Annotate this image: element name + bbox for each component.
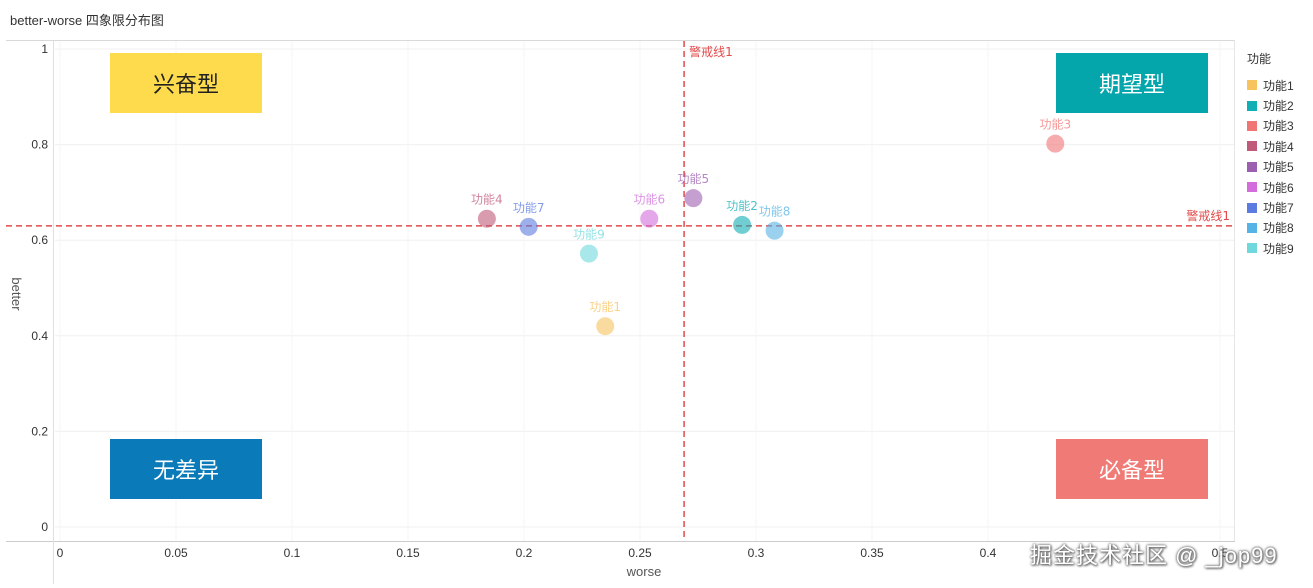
quadrant-label: 无差异 [153,459,219,484]
legend-item[interactable]: 功能3 [1247,116,1294,136]
x-tick-label: 0.5 [1212,546,1229,560]
data-label: 功能3 [1039,118,1071,132]
data-point [579,244,598,263]
x-axis-title: worse [626,564,662,579]
quadrant-box [110,53,262,113]
data-label: 功能1 [589,300,621,314]
legend-item[interactable]: 功能5 [1247,157,1294,177]
data-point [684,189,703,208]
legend-item[interactable]: 功能1 [1247,75,1294,95]
data-label: 功能4 [471,193,503,207]
legend-title: 功能 [1247,52,1272,66]
legend-swatch [1247,100,1257,111]
y-tick-label: 0.8 [31,138,48,152]
data-point [596,317,615,336]
legend-label: 功能9 [1263,241,1294,256]
legend-swatch [1247,243,1257,254]
legend-label: 功能4 [1263,139,1294,154]
watermark: 掘金技术社区 @ _jop99 [1030,543,1278,568]
legend-swatch [1247,161,1257,172]
data-label: 功能5 [678,172,710,186]
data-label: 功能6 [633,193,665,207]
quadrant-box [1056,439,1208,499]
data-label: 功能7 [513,201,545,215]
legend-item[interactable]: 功能9 [1247,238,1294,258]
data-point [640,209,659,228]
data-label: 功能8 [759,205,791,219]
y-tick-label: 0.4 [31,329,48,343]
legend-label: 功能7 [1263,201,1294,216]
y-tick-label: 0.2 [31,424,48,438]
legend: 功能 功能1 功能2 功能3 功能4 功能5 功能6 功能7 功能8 功能9 [1247,50,1294,259]
legend-swatch [1247,141,1257,152]
data-label: 功能2 [726,199,758,213]
data-point [733,215,752,234]
legend-label: 功能3 [1263,119,1294,134]
legend-item[interactable]: 功能7 [1247,197,1294,217]
legend-swatch [1247,80,1257,91]
reference-label-horizontal: 警戒线1 [1186,208,1230,223]
legend-swatch [1247,202,1257,213]
data-label: 功能9 [573,228,605,242]
x-tick-label: 0 [57,546,64,560]
x-tick-label: 0.1 [284,546,301,560]
x-tick-label: 0.3 [748,546,765,560]
y-axis-title: better [9,277,24,311]
legend-label: 功能5 [1263,160,1294,175]
legend-swatch [1247,120,1257,131]
quadrant-box [1056,53,1208,113]
legend-item[interactable]: 功能2 [1247,95,1294,115]
x-tick-label: 0.4 [980,546,997,560]
legend-label: 功能2 [1263,99,1294,114]
x-tick-label: 0.15 [396,546,420,560]
legend-item[interactable]: 功能8 [1247,218,1294,238]
quadrant-label: 兴奋型 [153,73,219,98]
plot-frame [6,40,1235,542]
x-tick-label: 0.05 [164,546,188,560]
x-tick-label: 0.25 [628,546,652,560]
legend-item[interactable]: 功能6 [1247,177,1294,197]
data-point [765,221,784,240]
legend-label: 功能6 [1263,180,1294,195]
legend-swatch [1247,182,1257,193]
y-tick-label: 1 [41,42,48,56]
x-tick-label: 0.35 [860,546,884,560]
legend-label: 功能1 [1263,78,1294,93]
y-tick-label: 0 [41,520,48,534]
quadrant-label: 必备型 [1099,459,1165,484]
data-point [477,209,496,228]
legend-label: 功能8 [1263,221,1294,236]
data-point [1046,134,1065,153]
legend-item[interactable]: 功能4 [1247,136,1294,156]
reference-label-vertical: 警戒线1 [689,44,733,59]
y-tick-label: 0.6 [31,233,48,247]
x-tick-label: 0.2 [516,546,533,560]
legend-swatch [1247,222,1257,233]
page-title: better-worse 四象限分布图 [10,13,164,28]
data-point [519,217,538,236]
quadrant-label: 期望型 [1099,73,1165,98]
quadrant-box [110,439,262,499]
